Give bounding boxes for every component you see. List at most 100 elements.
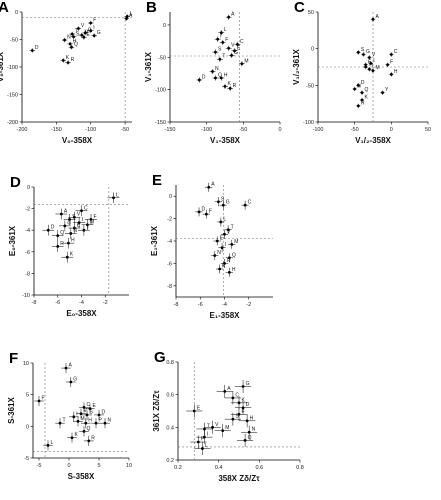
panel-f-point-r	[87, 439, 91, 443]
panel-e-point-n	[213, 254, 217, 257]
panel-e: E -8 -6 -4 -2 0 -2 -4 -6 -8 E₁-358X E₁-361X A SG C D F LT…	[150, 172, 273, 320]
panel-e-x-tick-label: -4	[222, 302, 227, 308]
panel-b-point-label: H	[224, 73, 228, 79]
panel-e-y-tick-label: -4	[167, 239, 172, 245]
panel-c-point-q	[360, 91, 364, 95]
panel-c-point-label: C	[394, 49, 398, 55]
panel-e-point-label: N	[217, 250, 221, 256]
panel-e-point-k	[218, 267, 222, 271]
panel-c-point-label: Y	[385, 87, 389, 93]
panel-d-point-label: E	[77, 223, 81, 229]
panel-a-point-m	[80, 33, 84, 37]
panel-a-point-label: N	[67, 35, 71, 41]
panel-a-point-q	[70, 45, 73, 49]
panel-f-y-tick-label: 5	[26, 393, 29, 399]
panel-a-point-i	[89, 29, 93, 33]
panel-f-point-h	[84, 421, 88, 425]
panel-e-point-label: G	[226, 200, 230, 206]
panel-c-point-label: E	[368, 59, 372, 65]
panel-e-point-label: L	[223, 216, 226, 222]
panel-b-point-label: E	[237, 45, 241, 51]
panel-d-y-tick-label: -6	[25, 250, 30, 256]
panel-b-point-c	[236, 42, 239, 46]
panel-a-x-tick-label: -50	[121, 127, 129, 133]
panel-d-point-g	[63, 224, 67, 228]
panel-f-y-tick-label: 0	[26, 424, 29, 430]
panel-c-point-label: I	[373, 58, 374, 64]
panel-b-y-tick-label: 0	[163, 23, 166, 29]
panel-c-y-tick-label: -50	[306, 83, 314, 89]
panel-c-point-label: M	[376, 65, 380, 71]
panel-c-point-label: L	[372, 64, 375, 70]
panel-d-point-h	[67, 241, 70, 245]
panel-d-point-label: T	[86, 225, 89, 231]
panel-e-x-tick-label: -2	[246, 302, 251, 308]
panel-c-point-f	[386, 63, 390, 67]
panel-d-point-label: I	[82, 217, 83, 223]
panel-g-x-tick-label: 0.4	[215, 465, 223, 471]
panel-f-point-n	[103, 421, 107, 425]
panel-g-point-h	[245, 419, 249, 423]
panel-g-point-label: V	[215, 422, 219, 428]
panel-f-point-m	[76, 419, 80, 423]
panel-b-point-label: K	[228, 81, 232, 87]
panel-a-point-label: F	[93, 18, 96, 24]
panel-f-point-l	[46, 443, 50, 447]
panel-g-point-label: G	[246, 381, 250, 387]
panel-c-x-tick-label: 50	[425, 127, 431, 133]
panel-a-y-tick-label: -150	[7, 93, 18, 99]
panel-f-point-p	[94, 421, 98, 425]
panel-d-point-label: K	[70, 252, 74, 258]
panel-g-y-tick-label: 0.8	[166, 360, 174, 366]
panel-b-y-tick-label: -100	[155, 88, 166, 94]
panel-c-point-g	[362, 53, 365, 56]
panel-b-point-label: M	[244, 58, 248, 64]
panel-e-y-label: E₁-361X	[150, 225, 159, 256]
panel-a-y-tick-label: -50	[10, 38, 18, 44]
panel-d-letter: D	[10, 174, 21, 191]
panel-f-point-label: V	[84, 408, 88, 414]
panel-e-point-a	[207, 185, 211, 189]
panel-g-y-tick-label: 0.6	[166, 393, 174, 399]
panel-e-point-label: H	[232, 267, 236, 273]
panel-e-point-g	[221, 203, 225, 207]
panel-f-point-a	[64, 366, 68, 370]
panel-a-point-label: C	[88, 27, 92, 33]
panel-g-point-label: Q	[248, 435, 252, 441]
panel-b-point-d	[197, 78, 201, 82]
panel-f-point-label: H	[88, 418, 92, 424]
panel-g-point-v	[211, 425, 214, 429]
panel-b-point-e	[233, 49, 236, 53]
panel-c-point-label: S	[361, 47, 365, 53]
panel-f-point-label: C	[87, 402, 91, 408]
panel-d-y-tick-label: -8	[25, 271, 30, 277]
panel-f-x-tick-label: -5	[37, 463, 42, 469]
panel-f-x-tick-label: 10	[126, 463, 132, 469]
panel-c-point-label: G	[366, 49, 370, 55]
panel-g-point-label: S	[235, 414, 239, 420]
panel-c-y-label: V₁/₂-361X	[292, 48, 301, 84]
panel-b-x-label: V₁-358X	[210, 136, 241, 145]
panel-a-point-label: L	[130, 11, 133, 17]
panel-c-point-label: T	[368, 62, 371, 68]
panel-e-point-q	[227, 256, 231, 260]
panel-a-point-r	[66, 61, 70, 64]
panel-d-x-tick-label: -8	[32, 300, 37, 306]
panel-d-point-label: G	[67, 220, 71, 226]
panel-d-point-label: H	[71, 238, 75, 244]
panel-b-x-tick-label: 0	[278, 127, 281, 133]
panel-f-point-g	[69, 380, 73, 384]
panel-f-y-label: S-361X	[7, 396, 16, 423]
panel-d-y-tick-label: -2	[25, 207, 30, 213]
panel-d-point-q	[56, 234, 60, 238]
panel-b-point-label: D	[202, 74, 206, 80]
panel-e-point-d	[197, 210, 201, 214]
panel-f-point-q	[82, 430, 86, 433]
panel-b-point-label: N	[215, 66, 219, 72]
panel-d-point-v	[72, 215, 76, 219]
panel-c-point-label: K	[365, 95, 369, 101]
panel-f-point-label: D	[102, 409, 106, 415]
panel-a: A -200 -150 -100 -50 0 -50 -100 -150 -200 V₀-358X V…	[0, 0, 133, 145]
panel-c-point-m	[371, 69, 375, 73]
panel-c-point-a	[371, 17, 375, 21]
